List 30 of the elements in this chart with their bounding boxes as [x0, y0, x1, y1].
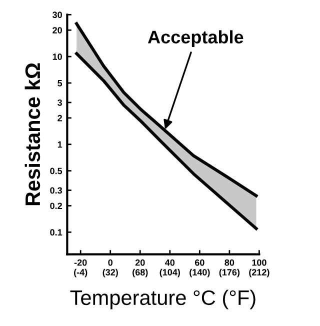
x2-tick-label: (68) — [132, 268, 148, 278]
y-tick-label: 3 — [58, 99, 62, 106]
x-axis-title: Temperature °C (°F) — [70, 290, 256, 310]
y-tick-label: 30 — [52, 12, 62, 18]
x-tick-label: 40 — [165, 259, 175, 266]
x-tick-label: 0 — [108, 259, 113, 266]
x2-tick-label: (212) — [249, 268, 270, 278]
y-tick-label: 10 — [52, 54, 62, 60]
x2-tick-label: (-4) — [74, 268, 88, 278]
annotation: Acceptable — [148, 30, 244, 48]
line-series — [75, 52, 258, 230]
x2-tick-label: (104) — [160, 268, 180, 278]
y-tick-label: 0.5 — [50, 168, 62, 174]
line-series — [75, 22, 258, 198]
x2-tick-label: (32) — [102, 268, 118, 278]
y-tick-label: 5 — [58, 80, 62, 86]
y-tick-label: 0.2 — [50, 202, 62, 210]
y-tick-label: 20 — [52, 27, 62, 34]
y-tick-label: 0.3 — [50, 187, 62, 194]
x2-tick-label: (140) — [190, 268, 210, 278]
y-tick-label: 2 — [58, 114, 62, 122]
y-tick-label: 0.1 — [50, 229, 62, 236]
y-axis-title: Resistance kΩ — [24, 63, 40, 206]
x-tick-label: 80 — [224, 259, 234, 266]
x-tick-label: 100 — [252, 259, 266, 266]
x-tick-label: -20 — [74, 259, 87, 266]
x2-tick-label: (176) — [219, 268, 240, 278]
x-tick-label: 20 — [135, 259, 145, 266]
x-tick-label: 60 — [194, 259, 204, 266]
y-tick-label: 1 — [58, 141, 62, 148]
